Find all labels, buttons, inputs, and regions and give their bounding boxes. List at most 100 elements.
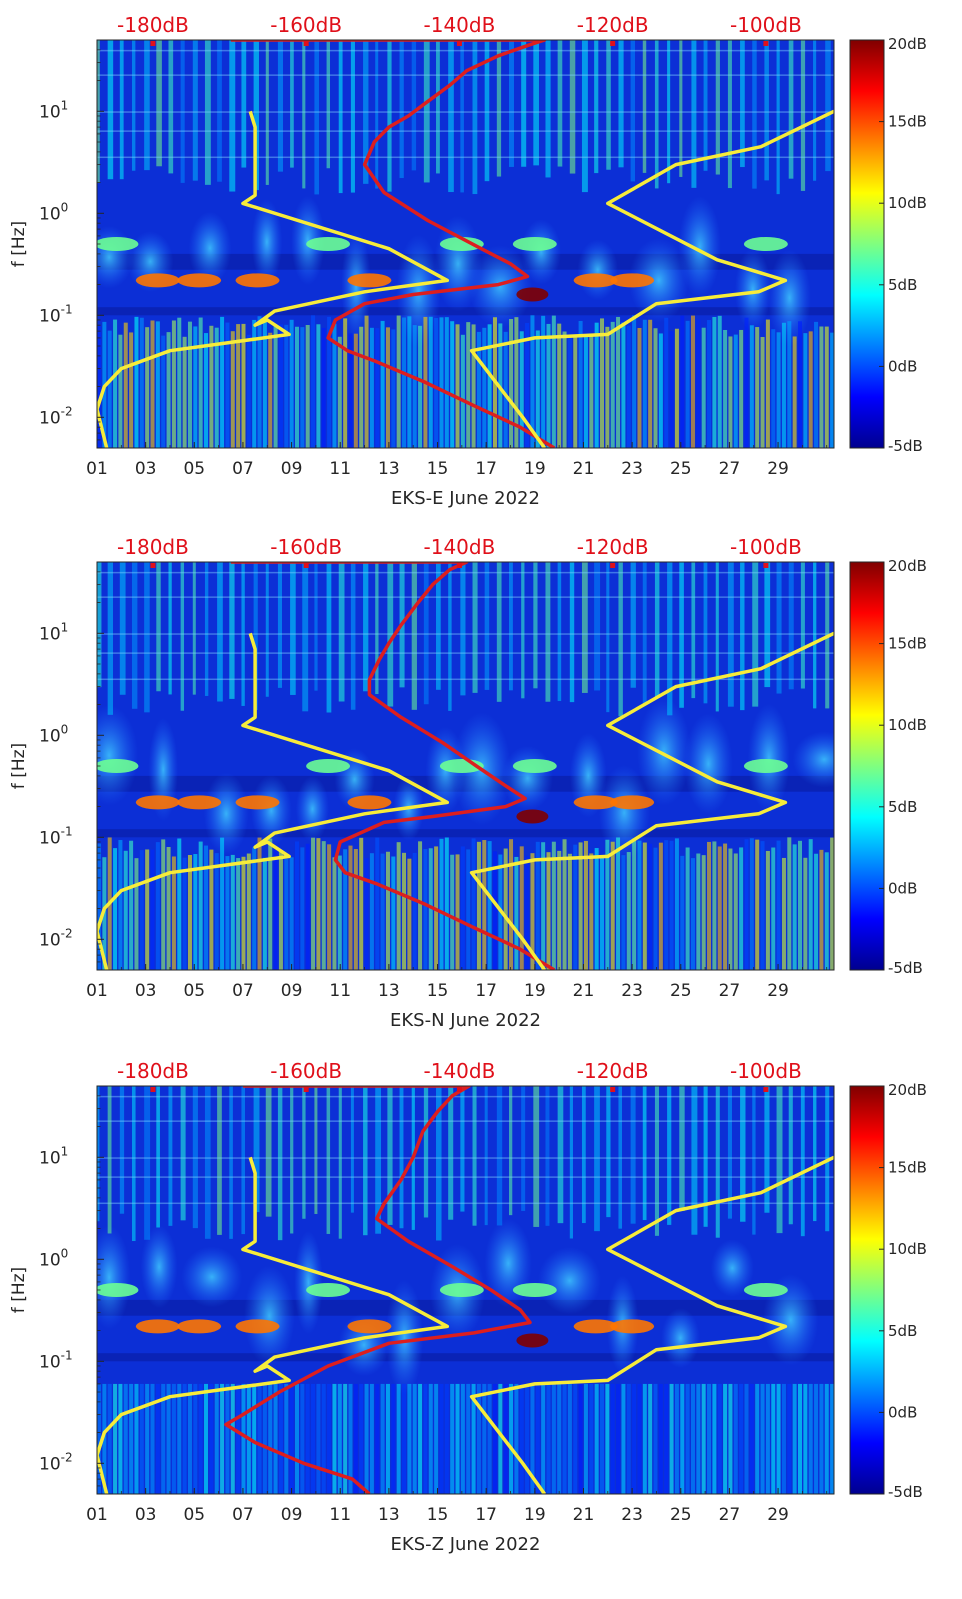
lowfreq-stripe bbox=[792, 1383, 797, 1494]
lowfreq-stripe bbox=[658, 333, 663, 448]
daily-stripe bbox=[302, 40, 306, 189]
lowfreq-stripe bbox=[139, 317, 144, 448]
top-axis-label: -160dB bbox=[270, 1059, 342, 1083]
lowfreq-stripe bbox=[621, 1383, 626, 1494]
lowfreq-stripe bbox=[519, 331, 524, 448]
lowfreq-stripe bbox=[257, 1383, 262, 1494]
daily-stripe bbox=[436, 562, 441, 690]
lowfreq-stripe bbox=[541, 315, 546, 448]
lowfreq-stripe bbox=[396, 1383, 401, 1494]
top-axis-label: -100dB bbox=[730, 535, 802, 559]
lowfreq-stripe bbox=[562, 1383, 567, 1494]
daily-stripe bbox=[545, 40, 551, 178]
colorbar bbox=[849, 39, 885, 449]
y-tick-label: 10-2 bbox=[39, 404, 73, 428]
daily-stripe bbox=[679, 562, 684, 708]
y-tick-label: 101 bbox=[39, 620, 68, 644]
reference-curve bbox=[97, 632, 450, 970]
daily-stripe bbox=[217, 1086, 222, 1235]
daily-stripe bbox=[825, 40, 831, 172]
lowfreq-stripe bbox=[214, 1383, 219, 1494]
daily-stripe bbox=[776, 1086, 783, 1234]
top-axis-tick bbox=[150, 41, 156, 46]
lowfreq-stripe bbox=[530, 1383, 535, 1494]
lowfreq-stripe bbox=[471, 1383, 476, 1494]
daily-stripe bbox=[204, 1086, 211, 1239]
x-tick-label: 13 bbox=[378, 1505, 400, 1525]
lowfreq-stripe bbox=[471, 324, 476, 448]
lowfreq-stripe bbox=[418, 1383, 423, 1494]
daily-stripe bbox=[691, 562, 696, 699]
lowfreq-stripe bbox=[278, 850, 283, 970]
colorbar-label: -5dB bbox=[888, 1483, 923, 1501]
lowfreq-stripe bbox=[664, 317, 669, 448]
top-axis-tick bbox=[150, 563, 156, 568]
lowfreq-stripe bbox=[236, 858, 241, 970]
panel-3: 01 03 05 07 09 11 13 15 17 19 21 23 25 27 29 10-2 10-1 10… bbox=[9, 1059, 927, 1555]
daily-stripe bbox=[727, 562, 734, 707]
daily-stripe bbox=[521, 562, 525, 699]
x-tick-label: 29 bbox=[767, 459, 789, 479]
lowfreq-stripe bbox=[616, 316, 621, 448]
lowfreq-stripe bbox=[787, 1383, 792, 1494]
daily-stripe bbox=[180, 562, 185, 711]
lowfreq-stripe bbox=[252, 1383, 257, 1494]
lowfreq-stripe bbox=[482, 1383, 487, 1494]
lowfreq-stripe bbox=[621, 855, 626, 970]
lowfreq-stripe bbox=[391, 329, 396, 448]
lowfreq-stripe bbox=[824, 852, 829, 970]
daily-stripe bbox=[484, 40, 490, 182]
lowfreq-stripe bbox=[145, 849, 150, 970]
microseism-band bbox=[516, 809, 549, 824]
lowfreq-stripe bbox=[557, 1383, 562, 1494]
lowfreq-stripe bbox=[814, 321, 819, 448]
lowfreq-stripe bbox=[204, 1383, 209, 1494]
y-axis-label: f [Hz] bbox=[9, 221, 29, 267]
daily-stripe bbox=[557, 562, 562, 702]
lowfreq-stripe bbox=[605, 326, 610, 448]
microseism-band bbox=[177, 1319, 222, 1334]
x-tick-label: 19 bbox=[524, 459, 546, 479]
microseism-blob bbox=[97, 704, 139, 806]
lowfreq-stripe bbox=[123, 322, 128, 448]
x-tick-label: 21 bbox=[573, 459, 595, 479]
daily-stripe bbox=[253, 562, 258, 711]
x-tick-label: 05 bbox=[183, 459, 205, 479]
microseism-blob bbox=[188, 211, 232, 285]
lowfreq-stripe bbox=[321, 327, 326, 448]
lowfreq-stripe bbox=[648, 843, 653, 970]
daily-stripe bbox=[411, 40, 417, 171]
lowfreq-stripe bbox=[284, 858, 289, 970]
lowfreq-stripe bbox=[204, 845, 209, 970]
lowfreq-stripe bbox=[819, 1383, 824, 1494]
top-axis-tick bbox=[150, 1087, 156, 1092]
lowfreq-stripe bbox=[220, 1383, 225, 1494]
top-axis-label: -120dB bbox=[577, 13, 649, 37]
lowfreq-stripe bbox=[444, 1383, 449, 1494]
lowfreq-stripe bbox=[359, 837, 364, 970]
lowfreq-stripe bbox=[765, 319, 770, 448]
lowfreq-stripe bbox=[402, 852, 407, 970]
lowfreq-stripe bbox=[332, 857, 337, 970]
lowfreq-stripe bbox=[230, 854, 235, 970]
daily-stripe bbox=[496, 562, 502, 702]
lowfreq-stripe bbox=[327, 316, 332, 448]
lowfreq-stripe bbox=[728, 848, 733, 970]
microseism-band bbox=[135, 1319, 180, 1334]
lowfreq-stripe bbox=[332, 323, 337, 448]
daily-stripe bbox=[436, 40, 440, 174]
lowfreq-stripe bbox=[97, 326, 101, 448]
x-tick-label: 03 bbox=[135, 981, 157, 1001]
lowfreq-stripe bbox=[771, 847, 776, 970]
lowfreq-stripe bbox=[648, 1383, 653, 1494]
daily-stripe bbox=[800, 1086, 805, 1237]
harmonic-line bbox=[97, 633, 834, 635]
daily-stripe bbox=[691, 1086, 698, 1235]
lowfreq-stripe bbox=[161, 839, 166, 970]
daily-stripe bbox=[569, 40, 576, 174]
x-tick-label: 07 bbox=[232, 1505, 254, 1525]
lowfreq-stripe bbox=[600, 855, 605, 970]
lowfreq-stripe bbox=[444, 837, 449, 970]
daily-stripe bbox=[290, 562, 296, 695]
top-axis-label: -100dB bbox=[730, 1059, 802, 1083]
